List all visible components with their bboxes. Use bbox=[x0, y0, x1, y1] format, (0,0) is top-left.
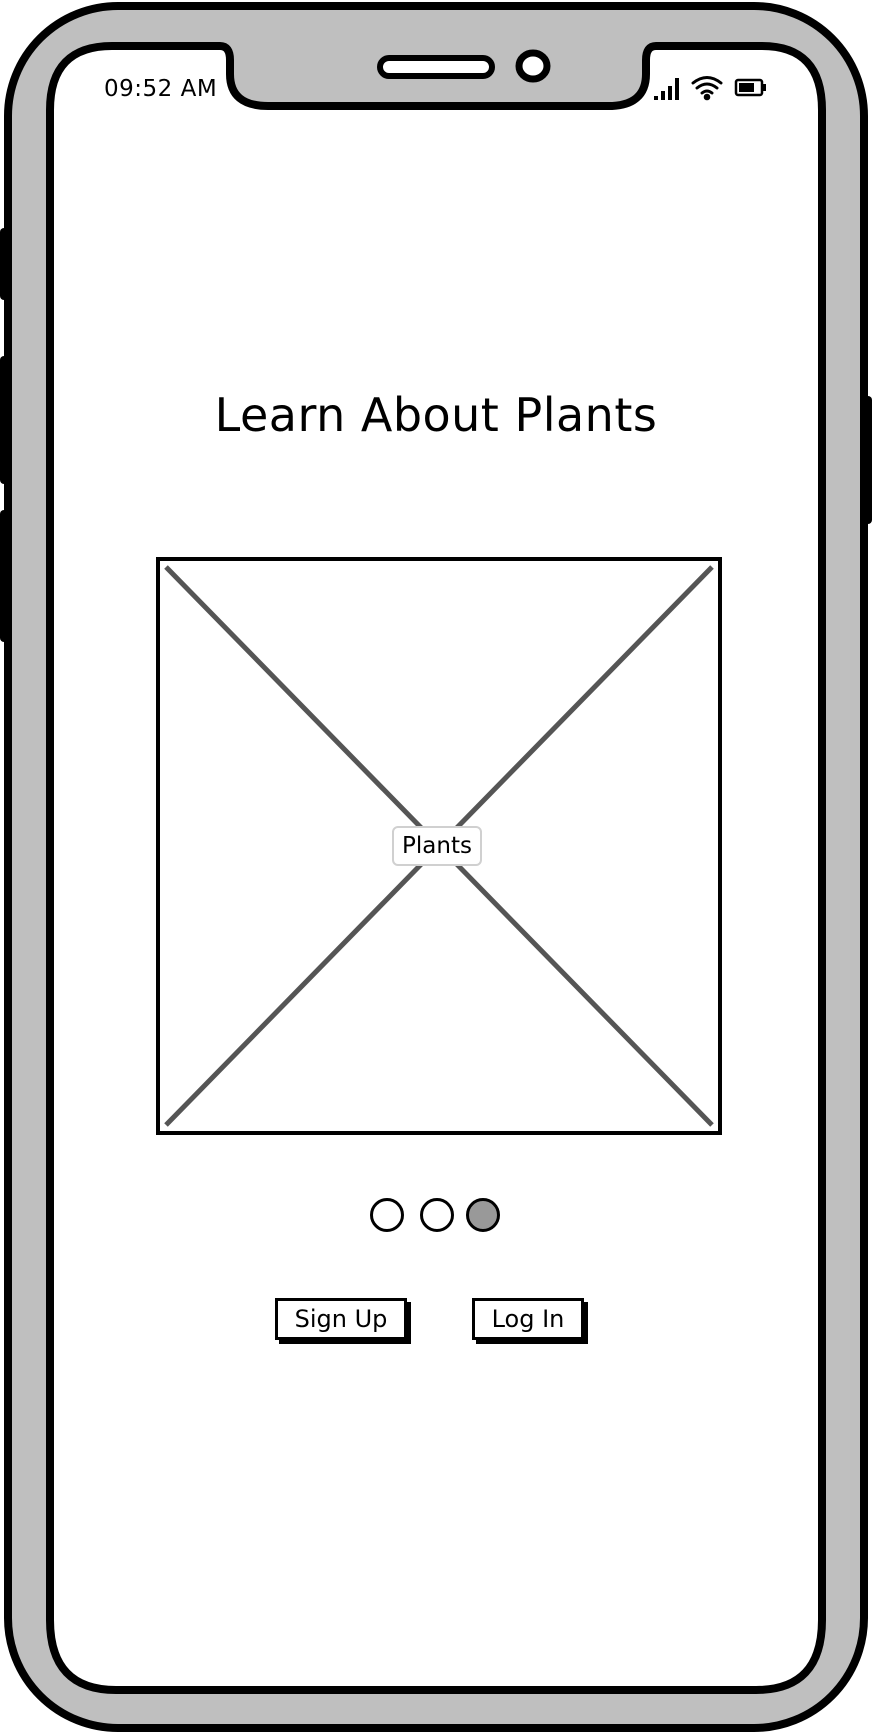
page-title: Learn About Plants bbox=[214, 388, 658, 442]
speaker-grille bbox=[377, 55, 495, 79]
status-icons bbox=[654, 76, 766, 101]
page-indicator bbox=[368, 1198, 504, 1238]
front-camera bbox=[515, 49, 551, 83]
image-placeholder-label: Plants bbox=[392, 826, 482, 866]
wifi-icon bbox=[691, 76, 723, 101]
sign-up-button[interactable]: Sign Up bbox=[275, 1298, 407, 1340]
page-dot-1[interactable] bbox=[370, 1198, 404, 1232]
signal-icon bbox=[654, 78, 679, 100]
page-dot-3-active[interactable] bbox=[466, 1198, 500, 1232]
battery-icon bbox=[734, 78, 766, 97]
status-time: 09:52 AM bbox=[104, 76, 218, 102]
log-in-button[interactable]: Log In bbox=[472, 1298, 584, 1340]
page-dot-2[interactable] bbox=[420, 1198, 454, 1232]
